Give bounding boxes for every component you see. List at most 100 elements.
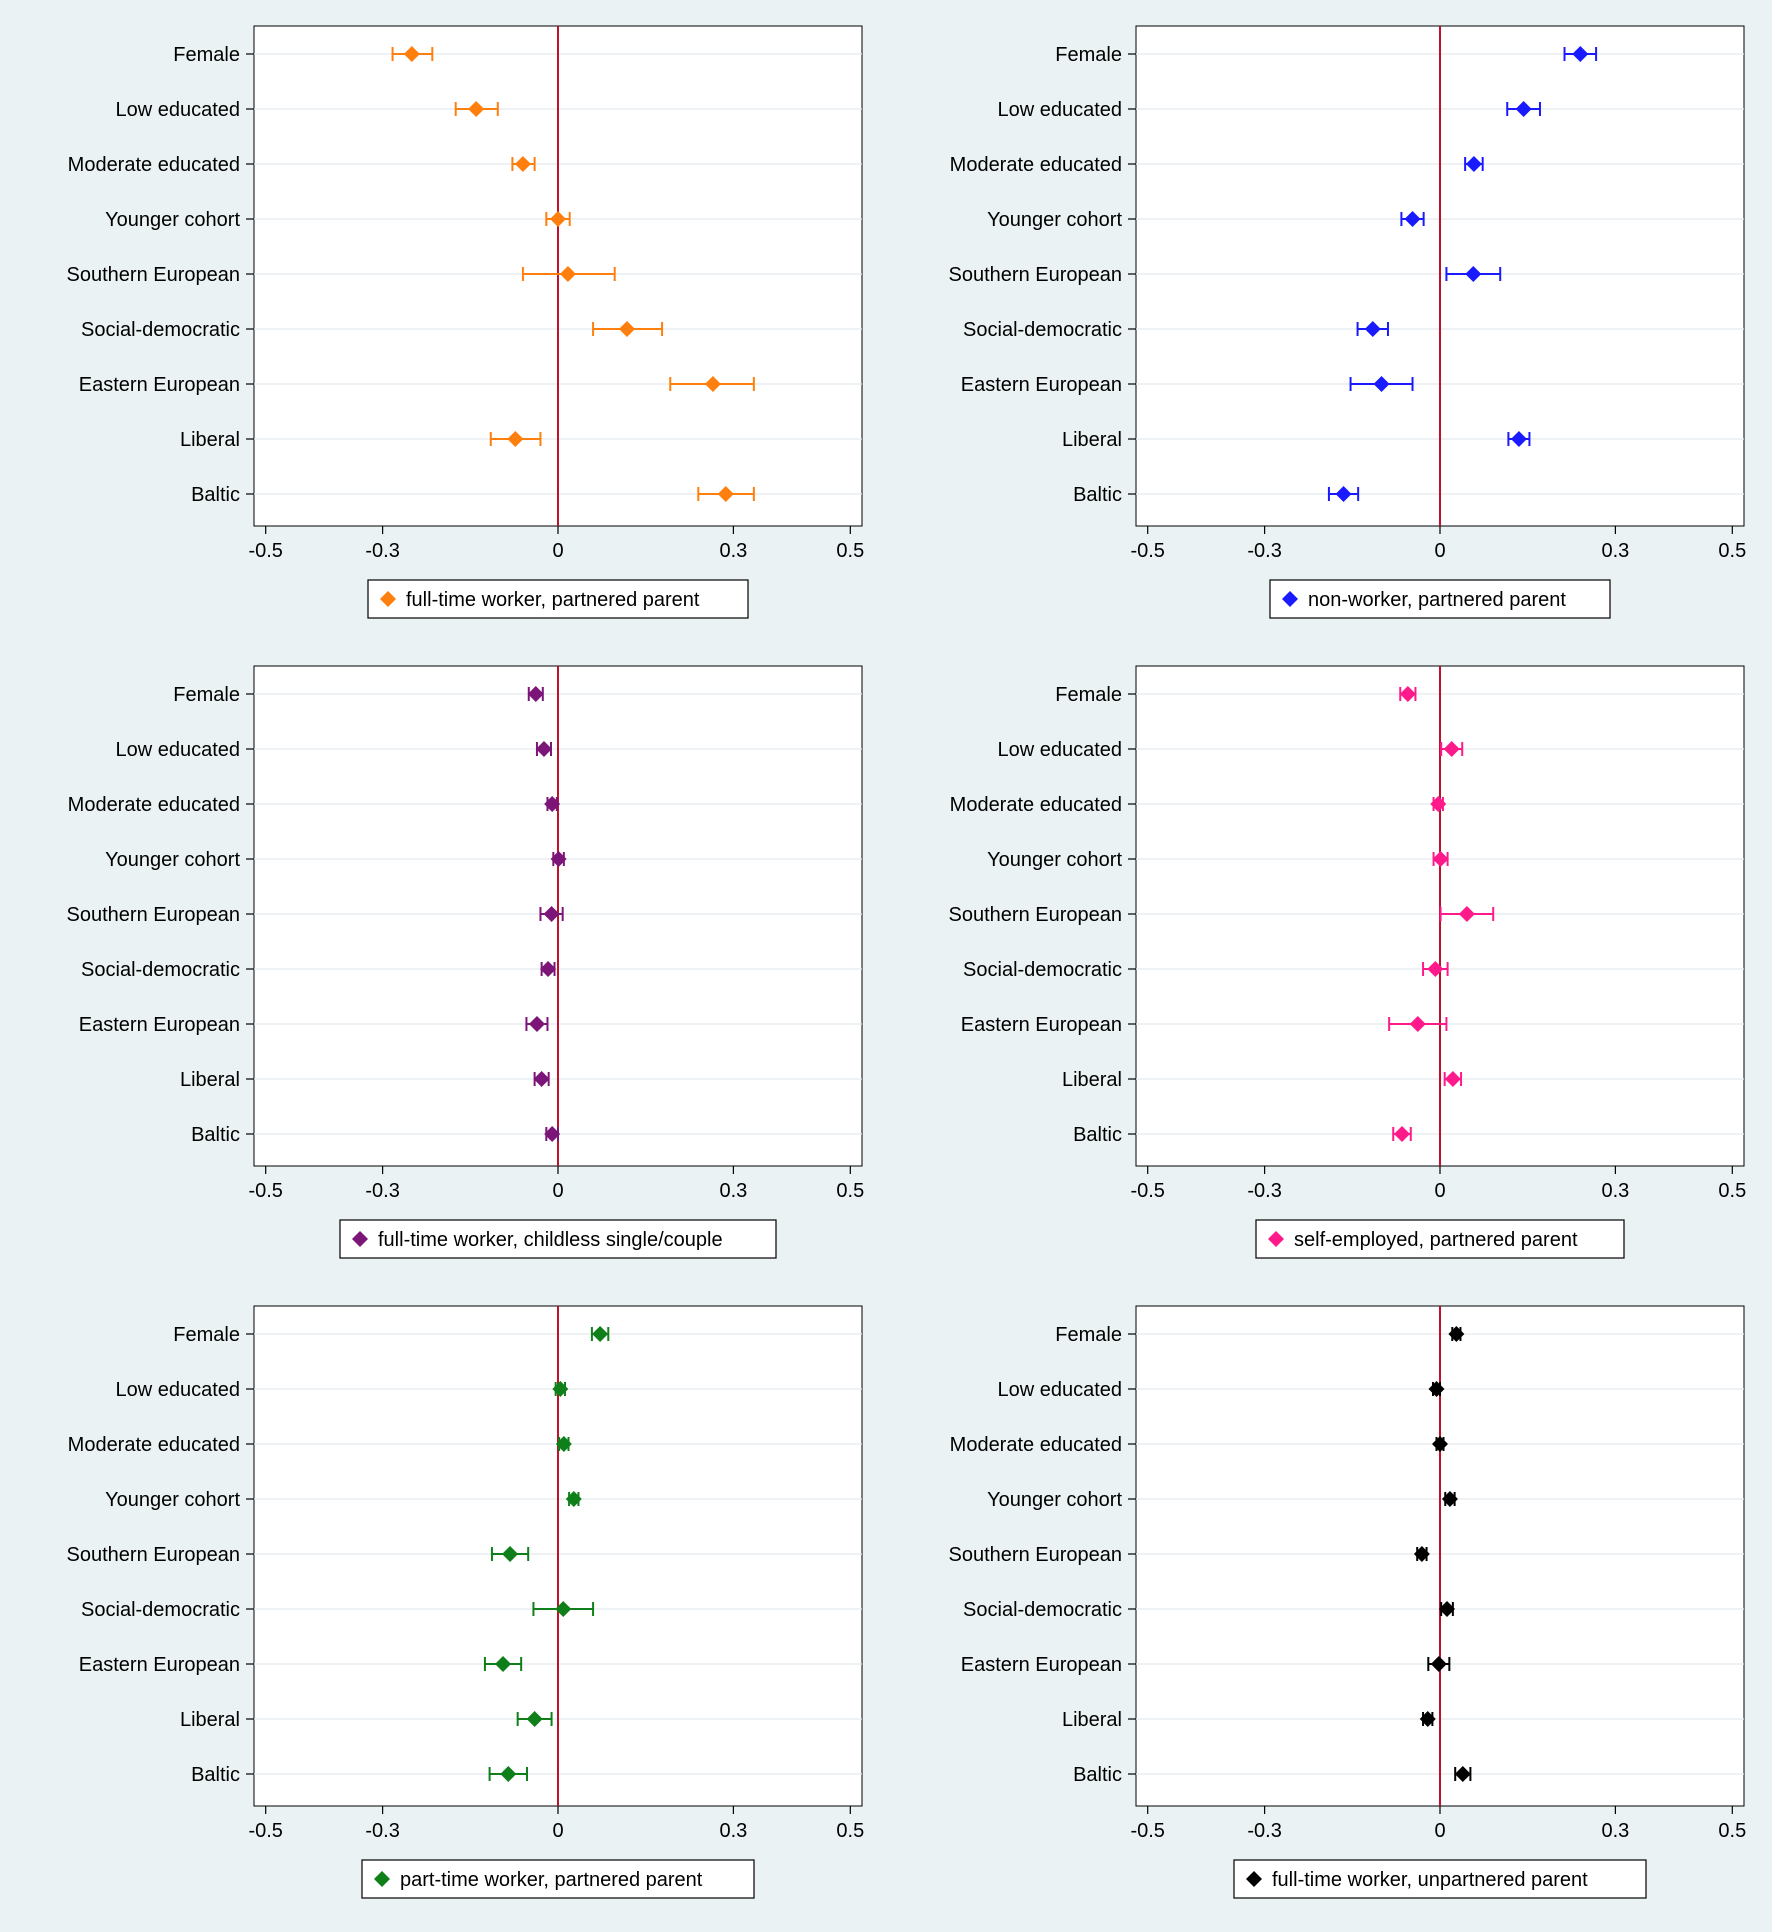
point-estimate: [1404, 211, 1421, 227]
category-label: Southern European: [67, 1544, 240, 1566]
legend-label: full-time worker, unpartnered parent: [1272, 1869, 1588, 1891]
category-label: Social-democratic: [81, 959, 240, 981]
point-estimate: [1432, 851, 1449, 867]
category-label: Baltic: [191, 1124, 240, 1146]
category-label: Liberal: [1062, 429, 1122, 451]
category-label: Baltic: [1073, 484, 1122, 506]
chart-panel-5: Female Low educated Moderate educated Young…: [67, 1305, 864, 1899]
point-estimate: [1427, 961, 1444, 977]
point-estimate: [1419, 1711, 1436, 1727]
point-estimate: [544, 1126, 561, 1142]
point-estimate: [1399, 686, 1416, 702]
category-label: Moderate educated: [68, 1434, 240, 1456]
point-estimate: [1428, 1381, 1445, 1397]
legend-box: [339, 1219, 777, 1259]
point-estimate: [565, 1491, 582, 1507]
x-tick-label: 0.3: [1601, 1180, 1629, 1202]
category-label: Eastern European: [961, 374, 1122, 396]
category-label: Moderate educated: [950, 1434, 1122, 1456]
category-label: Liberal: [1062, 1709, 1122, 1731]
x-tick-label: 0: [552, 1180, 563, 1202]
x-tick-label: 0: [552, 1820, 563, 1842]
category-label: Younger cohort: [987, 209, 1122, 231]
x-tick-label: 0.3: [719, 540, 747, 562]
x-tick-label: -0.3: [365, 540, 399, 562]
x-tick-label: -0.3: [365, 1820, 399, 1842]
category-label: Liberal: [1062, 1069, 1122, 1091]
category-label: Low educated: [997, 99, 1122, 121]
legend-box: [361, 1859, 755, 1899]
point-estimate: [1465, 156, 1482, 172]
point-estimate: [1572, 46, 1589, 62]
category-label: Baltic: [1073, 1764, 1122, 1786]
category-label: Younger cohort: [987, 1489, 1122, 1511]
point-estimate: [550, 211, 566, 227]
x-tick-label: 0: [1434, 540, 1445, 562]
category-label: Moderate educated: [950, 794, 1122, 816]
x-tick-label: 0: [552, 540, 563, 562]
x-tick-label: 0.5: [836, 1180, 864, 1202]
x-tick-label: 0: [1434, 1820, 1445, 1842]
point-estimate: [543, 906, 560, 922]
legend-label: full-time worker, partnered parent: [406, 589, 700, 611]
category-label: Eastern European: [79, 1014, 240, 1036]
category-label: Younger cohort: [105, 209, 240, 231]
category-label: Baltic: [191, 484, 240, 506]
point-estimate: [1373, 376, 1390, 392]
category-label: Female: [173, 44, 240, 66]
x-tick-label: 0.3: [1601, 1820, 1629, 1842]
category-label: Younger cohort: [987, 849, 1122, 871]
point-estimate: [1430, 796, 1447, 812]
category-label: Southern European: [949, 264, 1122, 286]
chart-panel-2: Female Low educated Moderate educated Young…: [949, 25, 1746, 619]
point-estimate: [1448, 1326, 1465, 1342]
legend-box: [1269, 579, 1611, 619]
point-estimate: [1443, 741, 1460, 757]
category-label: Female: [1055, 1324, 1122, 1346]
x-tick-label: -0.5: [248, 1180, 282, 1202]
category-label: Low educated: [997, 1379, 1122, 1401]
category-label: Moderate educated: [68, 794, 240, 816]
point-estimate: [555, 1436, 572, 1452]
category-label: Social-democratic: [81, 1599, 240, 1621]
point-estimate: [1335, 486, 1352, 502]
point-estimate: [535, 741, 552, 757]
point-estimate: [1458, 906, 1475, 922]
category-label: Moderate educated: [950, 154, 1122, 176]
point-estimate: [495, 1656, 512, 1672]
chart-panel-1: Female Low educated Moderate educated Young…: [67, 25, 864, 619]
x-tick-label: 0.5: [1718, 540, 1746, 562]
category-label: Baltic: [1073, 1124, 1122, 1146]
point-estimate: [717, 486, 734, 502]
point-estimate: [559, 266, 576, 282]
point-estimate: [1430, 1656, 1447, 1672]
point-estimate: [1441, 1491, 1458, 1507]
category-label: Younger cohort: [105, 849, 240, 871]
category-label: Eastern European: [961, 1014, 1122, 1036]
category-label: Southern European: [67, 264, 240, 286]
category-label: Social-democratic: [963, 959, 1122, 981]
point-estimate: [526, 1711, 543, 1727]
chart-panel-3: Female Low educated Moderate educated Young…: [67, 665, 864, 1259]
x-tick-label: -0.5: [1130, 1180, 1164, 1202]
point-estimate: [1444, 1071, 1461, 1087]
category-label: Social-democratic: [963, 319, 1122, 341]
legend-marker: [374, 1871, 390, 1887]
x-tick-label: -0.3: [1247, 540, 1281, 562]
point-estimate: [1394, 1126, 1410, 1142]
category-label: Female: [173, 1324, 240, 1346]
x-tick-label: -0.3: [1247, 1180, 1281, 1202]
x-tick-label: 0.5: [1718, 1820, 1746, 1842]
legend-box: [1233, 1859, 1647, 1899]
point-estimate: [500, 1766, 517, 1782]
x-tick-label: 0: [1434, 1180, 1445, 1202]
category-label: Eastern European: [79, 1654, 240, 1676]
point-estimate: [1432, 1436, 1448, 1452]
point-estimate: [704, 376, 721, 392]
point-estimate: [540, 961, 557, 977]
point-estimate: [533, 1071, 550, 1087]
category-label: Baltic: [191, 1764, 240, 1786]
legend-marker: [1246, 1871, 1262, 1887]
legend-label: self-employed, partnered parent: [1294, 1229, 1578, 1251]
